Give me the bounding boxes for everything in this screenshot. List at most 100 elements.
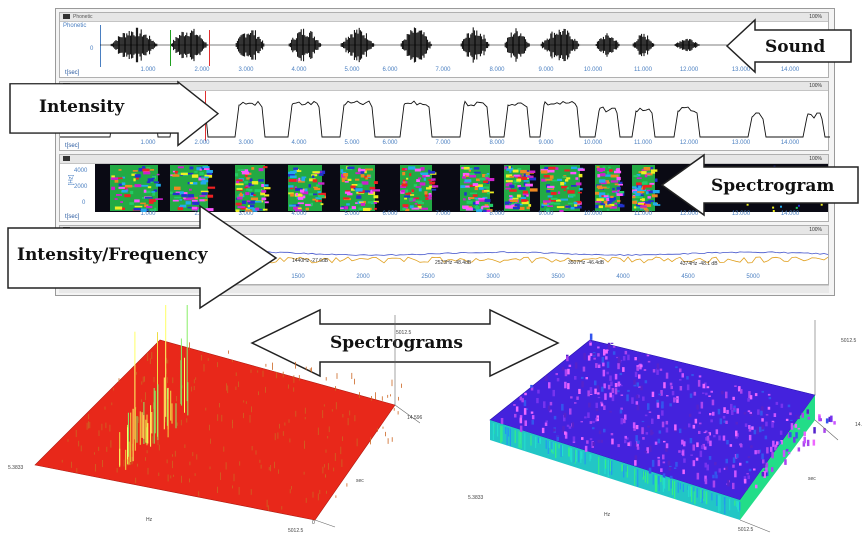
tick-label: 7.000	[435, 67, 451, 73]
peak-label: 2523Hz -48.4dB	[435, 260, 472, 266]
tick-label: 4.000	[291, 67, 307, 73]
tick-label: 1.000	[140, 67, 156, 73]
z-end-label: 14.	[855, 422, 862, 428]
tick-label: 9.000	[538, 140, 554, 146]
analyzer-window: Phonetic 100% Phonetic 0 1.000 2.000 3.0…	[55, 8, 835, 296]
intensity-time-unit: t[sec]	[65, 143, 80, 149]
z-start-label: 0	[312, 520, 315, 526]
top-value-label: 5012.5	[841, 338, 857, 344]
tick-label: 10.000	[583, 140, 603, 146]
zoom-label[interactable]: 100%	[809, 156, 822, 162]
tick-label: 11.000	[634, 211, 652, 217]
tick-label: 1500	[291, 274, 305, 280]
green-cursor[interactable]	[170, 30, 171, 66]
tick-label: 1.000	[140, 140, 156, 146]
tick-label: 13.000	[731, 67, 751, 73]
intensity-frequency-label: Intensity/Frequency	[17, 245, 208, 265]
z-axis-label: sec	[356, 478, 364, 484]
x-start-label: 5.3833	[8, 465, 24, 471]
tick-label: 12.000	[679, 211, 699, 217]
x-axis-label: Hz	[604, 512, 611, 518]
peak-label: 1440Hz -27.6dB	[292, 258, 329, 264]
tick-label: 12.000	[679, 140, 699, 146]
spectrogram-3d-surface	[489, 320, 839, 533]
sound-panel-title: Phonetic	[73, 14, 93, 20]
tick-label: 1.000	[140, 211, 156, 217]
tick-label: 2.000	[194, 140, 210, 146]
tick-label: 11.000	[634, 140, 652, 146]
y-tick-label: 2000	[74, 184, 88, 190]
sound-waveform	[100, 27, 830, 63]
tick-label: 3000	[486, 274, 500, 280]
sound-arrow-icon	[725, 18, 852, 74]
tick-label: 8.000	[489, 140, 505, 146]
spectrograms-label: Spectrograms	[330, 333, 463, 353]
intensity-time-axis: 1.000 2.000 3.000 4.000 5.000 6.000 7.00…	[60, 140, 830, 149]
tick-label: 3.000	[238, 67, 254, 73]
tick-label: 9.000	[538, 67, 554, 73]
tick-label: 8.000	[489, 67, 505, 73]
tick-label: 2500	[421, 274, 435, 280]
tick-label: 14.000	[780, 67, 800, 73]
tick-label: 11.000	[634, 67, 652, 73]
tick-label: 12.000	[679, 67, 699, 73]
tick-label: 10.000	[583, 211, 603, 217]
tick-label: 3500	[551, 274, 565, 280]
tick-label: 5.000	[344, 140, 360, 146]
spectrogram-panel-header: 100%	[60, 155, 828, 164]
spectrogram-panel[interactable]: 100% [Hz] 4000 2000 0 1.000 2.000 3.000 …	[59, 154, 829, 222]
intensity-label: Intensity	[39, 97, 125, 117]
tick-label: 6.000	[382, 140, 398, 146]
zoom-label[interactable]: 100%	[809, 227, 822, 233]
tick-label: 13.000	[731, 211, 751, 217]
spectrograms-double-arrow-icon	[250, 308, 560, 378]
tick-label: 4000	[616, 274, 630, 280]
tick-label: 10.000	[583, 67, 603, 73]
spectrogram-time-axis: 1.000 2.000 3.000 4.000 5.000 6.000 7.00…	[60, 211, 830, 220]
tick-label: 4.000	[291, 140, 307, 146]
top-value-label: 5012.5	[396, 330, 412, 336]
tick-label: 6.000	[382, 67, 398, 73]
sound-panel[interactable]: Phonetic 100% Phonetic 0 1.000 2.000 3.0…	[59, 12, 830, 78]
x-start-label: 5.3833	[468, 495, 484, 501]
tick-label: 5.000	[344, 67, 360, 73]
zoom-label[interactable]: 100%	[809, 83, 822, 89]
spectrogram-arrow-icon	[660, 153, 859, 217]
tick-label: 4.000	[291, 211, 307, 217]
frequency-curve	[219, 251, 829, 264]
panel-icon	[63, 156, 70, 161]
panel-icon	[63, 14, 70, 19]
tick-label: 7.000	[435, 140, 451, 146]
sound-time-unit: t[sec]	[65, 70, 80, 76]
tick-label: 2.000	[194, 67, 210, 73]
tick-label: 4500	[681, 274, 695, 280]
tick-label: 14.000	[780, 140, 800, 146]
sound-panel-header: Phonetic 100%	[60, 13, 828, 22]
y-tick-label: 4000	[74, 168, 88, 174]
y-tick-label: 0	[82, 200, 86, 206]
horizontal-scrollbar[interactable]	[59, 285, 829, 293]
tick-label: 2000	[356, 274, 370, 280]
x-axis-label: Hz	[146, 517, 153, 523]
intensity-arrow-icon	[9, 80, 220, 147]
red-cursor[interactable]	[209, 30, 210, 66]
sound-zero-label: 0	[90, 46, 94, 52]
tick-label: 13.000	[731, 140, 751, 146]
zoom-label[interactable]: 100%	[809, 14, 822, 20]
peak-label: 4374Hz -48.1 dB	[680, 261, 718, 267]
tick-label: 3.000	[238, 211, 254, 217]
tick-label: 8.000	[489, 211, 505, 217]
sound-time-axis: 1.000 2.000 3.000 4.000 5.000 6.000 7.00…	[60, 67, 830, 76]
intensity-frequency-arrow-icon	[7, 204, 278, 310]
sound-ylabel: Phonetic	[63, 23, 87, 29]
tick-label: 7.000	[435, 211, 451, 217]
x-end-label: 5012.5	[738, 527, 754, 533]
sound-yaxis	[100, 25, 101, 67]
sound-label: Sound	[765, 37, 826, 57]
tick-label: 9.000	[538, 211, 554, 217]
spectrogram-label: Spectrogram	[711, 176, 835, 196]
tick-label: 14.000	[780, 211, 800, 217]
tick-label: 6.000	[382, 211, 398, 217]
spectrogram-time-unit: t[sec]	[65, 214, 80, 220]
tick-label: 3.000	[238, 140, 254, 146]
